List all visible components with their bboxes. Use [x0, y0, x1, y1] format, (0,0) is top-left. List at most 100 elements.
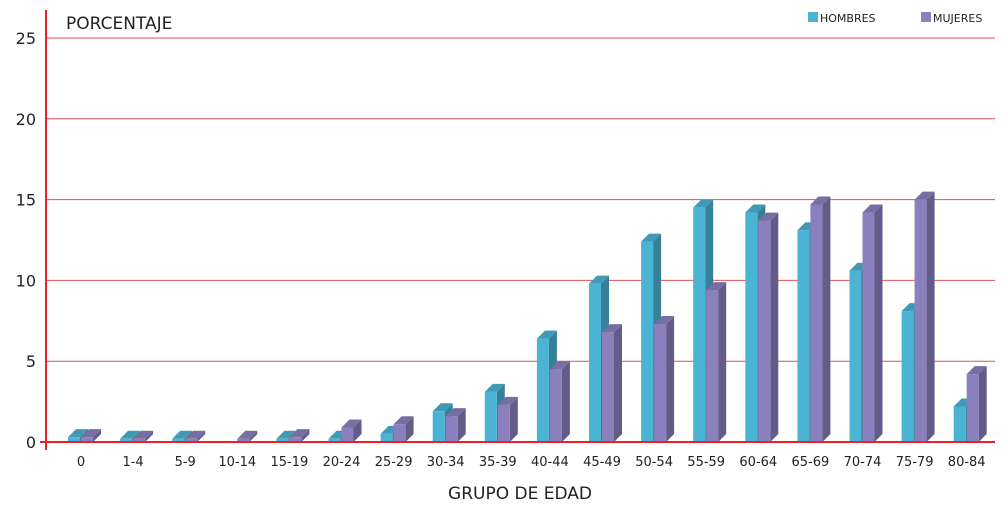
- bar-side: [926, 191, 935, 442]
- bar-mujeres-1-4: [133, 430, 154, 442]
- bar-front: [862, 212, 875, 442]
- x-tick-label-5-9: 5-9: [175, 455, 196, 470]
- y-tick-label-0: 0: [26, 433, 36, 452]
- y-tick-label-25: 25: [16, 29, 36, 48]
- legend-label-hombres: HOMBRES: [820, 12, 876, 25]
- bar-top: [706, 282, 727, 291]
- bar-front: [497, 404, 510, 442]
- bar-mujeres-45-49: [602, 324, 622, 442]
- bar-front: [589, 283, 601, 442]
- bar-top: [185, 430, 206, 439]
- bar-top: [172, 430, 193, 439]
- x-tick-label-50-54: 50-54: [635, 455, 673, 470]
- bar-mujeres-20-24: [341, 419, 362, 442]
- y-tick-label-5: 5: [26, 352, 36, 371]
- bar-top: [966, 366, 987, 375]
- labels-layer: 0 5 10 15 20 25 0 1-4 5-9 10-14 15-19 20-24 25-29 30-…: [16, 29, 986, 470]
- bar-side: [822, 196, 831, 442]
- bar-top: [484, 383, 505, 392]
- bar-front: [641, 241, 654, 442]
- bar-front: [810, 204, 823, 442]
- bar-front: [432, 411, 445, 442]
- bar-front: [745, 212, 758, 442]
- y-axis-title: PORCENTAJE: [66, 14, 172, 34]
- y-tick-label-20: 20: [16, 110, 36, 129]
- y-tick-label-15: 15: [16, 191, 36, 210]
- bar-front: [797, 230, 810, 442]
- bar-front: [706, 290, 719, 442]
- bar-front: [237, 438, 250, 442]
- x-tick-label-25-29: 25-29: [375, 455, 413, 470]
- bar-side: [145, 430, 154, 442]
- bar-top: [133, 430, 154, 439]
- bar-top: [602, 324, 622, 333]
- bar-top: [654, 316, 675, 325]
- bar-top: [758, 212, 779, 221]
- bar-top: [432, 403, 453, 412]
- x-tick-label-65-69: 65-69: [792, 455, 830, 470]
- bar-front: [328, 438, 341, 442]
- bar-side: [978, 366, 987, 442]
- bar-top: [536, 330, 557, 339]
- bar-mujeres-35-39: [497, 396, 518, 442]
- legend-swatch-hombres: [808, 12, 818, 22]
- bar-mujeres-80-84: [966, 366, 987, 442]
- bar-side: [874, 204, 883, 442]
- bar-mujeres-55-59: [706, 282, 727, 442]
- bar-mujeres-15-19: [289, 429, 310, 442]
- bar-side: [770, 212, 779, 442]
- bar-top: [693, 199, 714, 208]
- bar-front: [901, 311, 914, 442]
- bar-top: [914, 191, 935, 200]
- bar-side: [405, 416, 414, 442]
- bar-mujeres-60-64: [758, 212, 779, 442]
- bar-top: [862, 204, 883, 213]
- x-tick-label-45-49: 45-49: [583, 455, 621, 470]
- bar-side: [197, 430, 206, 442]
- bar-top: [445, 408, 466, 417]
- bar-top: [393, 416, 414, 425]
- bar-front: [484, 391, 497, 442]
- bar-front: [693, 207, 706, 442]
- bar-mujeres-70-74: [862, 204, 883, 442]
- bar-front: [120, 438, 133, 442]
- bar-top: [120, 430, 141, 439]
- axes-layer: [40, 10, 995, 450]
- bar-top: [68, 429, 88, 438]
- bar-front: [133, 438, 146, 442]
- bar-side: [301, 429, 310, 442]
- legend-swatch-mujeres: [921, 12, 931, 22]
- bar-side: [93, 429, 101, 442]
- bar-front: [276, 438, 289, 442]
- bar-top: [589, 275, 609, 284]
- bar-top: [745, 204, 766, 213]
- bar-front: [654, 324, 667, 442]
- bar-top: [81, 429, 101, 438]
- x-tick-label-55-59: 55-59: [687, 455, 725, 470]
- bar-top: [276, 430, 297, 439]
- bar-mujeres-40-44: [549, 361, 570, 442]
- bar-front: [81, 437, 93, 442]
- bar-mujeres-30-34: [445, 408, 466, 442]
- x-tick-label-80-84: 80-84: [948, 455, 986, 470]
- legend: HOMBRES MUJERES: [808, 12, 982, 25]
- bar-front: [341, 427, 354, 442]
- bar-side: [509, 396, 518, 442]
- x-axis-title: GRUPO DE EDAD: [448, 484, 592, 504]
- bar-front: [602, 332, 614, 442]
- bars-layer: [68, 191, 987, 442]
- bar-front: [966, 374, 979, 442]
- bar-front: [758, 220, 771, 442]
- y-tick-label-10: 10: [16, 271, 36, 290]
- bar-mujeres-65-69: [810, 196, 831, 442]
- bar-front: [445, 416, 458, 442]
- bar-front: [914, 199, 927, 442]
- x-tick-label-30-34: 30-34: [427, 455, 465, 470]
- grid-layer: [46, 37, 995, 362]
- bar-side: [561, 361, 570, 442]
- bar-front: [536, 338, 549, 442]
- x-tick-label-70-74: 70-74: [844, 455, 882, 470]
- bar-mujeres-0: [81, 429, 101, 442]
- bar-side: [666, 316, 675, 442]
- bar-front: [185, 438, 198, 442]
